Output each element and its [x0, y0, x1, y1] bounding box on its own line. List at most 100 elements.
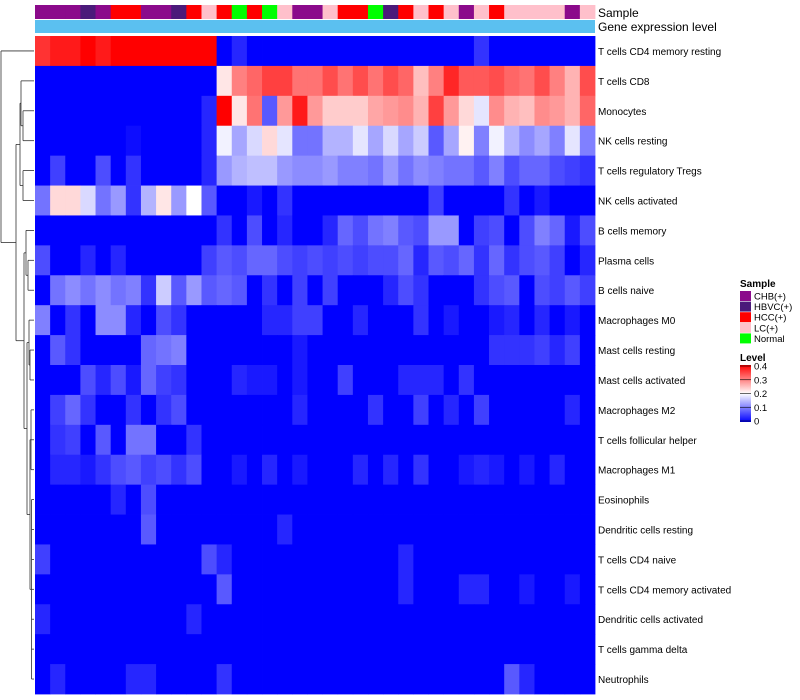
heatmap-cell [398, 484, 414, 515]
heatmap-cell [443, 275, 460, 306]
heatmap-cell [307, 604, 323, 635]
heatmap-cell [352, 36, 369, 67]
heatmap-cell [428, 634, 445, 665]
heatmap-cell [413, 215, 429, 246]
heatmap-cell [352, 215, 369, 246]
heatmap-cell [110, 36, 127, 67]
heatmap-cell [504, 514, 520, 545]
heatmap-cell [413, 125, 429, 157]
heatmap-cell [307, 634, 323, 665]
heatmap-cell [292, 245, 308, 276]
heatmap-cell [398, 245, 414, 276]
heatmap-cell [95, 215, 112, 246]
heatmap-cell [534, 394, 550, 426]
heatmap-cell [473, 394, 490, 426]
heatmap-cell [337, 215, 354, 246]
heatmap-cell [292, 365, 308, 396]
heatmap-cell [489, 125, 505, 157]
sample-track-cell [110, 5, 127, 19]
heatmap-cell [443, 544, 460, 575]
heatmap-cell [292, 155, 308, 186]
heatmap-cell [534, 36, 550, 67]
heatmap-cell [201, 604, 218, 635]
heatmap-cell [171, 664, 187, 695]
heatmap-cell [413, 155, 429, 186]
heatmap-cell [231, 574, 248, 605]
heatmap-cell [65, 155, 81, 186]
heatmap-cell [473, 454, 490, 486]
heatmap-cell [579, 215, 596, 246]
heatmap-cell [277, 514, 293, 545]
heatmap-cell [307, 484, 323, 515]
heatmap-cell [80, 604, 96, 635]
heatmap-cell [504, 604, 520, 635]
heatmap-cell [489, 155, 505, 186]
heatmap-cell [125, 155, 142, 186]
heatmap-cell [519, 155, 535, 186]
heatmap-cell [473, 335, 490, 366]
heatmap-cell [564, 394, 581, 426]
heatmap-cell [246, 185, 263, 216]
heatmap-cell [352, 185, 369, 216]
heatmap-cell [35, 95, 51, 127]
heatmap-cell [110, 664, 127, 695]
sample-track-cell [171, 5, 187, 19]
heatmap-cell [231, 36, 248, 67]
heatmap-cell [564, 424, 581, 456]
heatmap-cell [489, 544, 505, 575]
heatmap-cell [171, 36, 187, 67]
heatmap-cell [80, 185, 96, 216]
heatmap-cell [398, 305, 414, 336]
heatmap-cell [519, 454, 535, 486]
row-label: B cells naive [598, 286, 655, 297]
sample-track-cell [428, 5, 445, 19]
heatmap-cell [50, 424, 66, 456]
heatmap-cell [186, 514, 202, 545]
heatmap-cell [80, 574, 96, 605]
heatmap-cell [246, 125, 263, 157]
heatmap-cell [519, 335, 535, 366]
heatmap-cell [216, 574, 233, 605]
heatmap-cell [201, 514, 218, 545]
heatmap-cell [140, 454, 157, 486]
heatmap-cell [186, 155, 202, 186]
heatmap-cell [322, 36, 339, 67]
heatmap-cell [95, 634, 112, 665]
heatmap-cell [322, 454, 339, 486]
heatmap-cell [292, 95, 308, 127]
heatmap-cell [322, 424, 339, 456]
row-label: Monocytes [598, 107, 646, 118]
heatmap-cell [277, 185, 293, 216]
heatmap-cell [337, 305, 354, 336]
sample-legend-label: CHB(+) [754, 292, 786, 303]
heatmap-cell [549, 454, 566, 486]
heatmap-cell [579, 424, 596, 456]
heatmap-cell [564, 604, 581, 635]
heatmap-cell [307, 514, 323, 545]
heatmap-cell [246, 215, 263, 246]
heatmap-cell [292, 544, 308, 575]
heatmap-cell [504, 484, 520, 515]
heatmap-cell [383, 634, 399, 665]
heatmap-cell [110, 335, 127, 366]
heatmap-cell [564, 634, 581, 665]
heatmap-cell [65, 634, 81, 665]
heatmap-cell [292, 484, 308, 515]
heatmap-cell [322, 125, 339, 157]
heatmap-cell [292, 305, 308, 336]
heatmap-cell [246, 65, 263, 97]
heatmap-cell [50, 215, 66, 246]
heatmap-cell [125, 185, 142, 216]
heatmap-cell [458, 155, 475, 186]
heatmap-cell [489, 664, 505, 695]
heatmap-cell [50, 335, 66, 366]
heatmap-cell [80, 634, 96, 665]
sample-track-cell [519, 5, 535, 19]
heatmap-cell [398, 394, 414, 426]
heatmap-cell [246, 424, 263, 456]
row-label: Dendritic cells resting [598, 526, 693, 537]
heatmap-cell [231, 454, 248, 486]
heatmap-cell [428, 335, 445, 366]
heatmap-cell [549, 65, 566, 97]
heatmap-cell [156, 245, 172, 276]
